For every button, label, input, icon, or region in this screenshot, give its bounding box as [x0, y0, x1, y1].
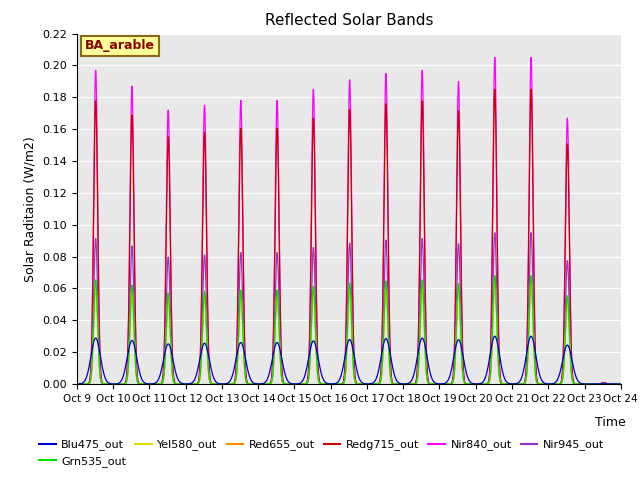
- Text: BA_arable: BA_arable: [85, 39, 155, 52]
- Title: Reflected Solar Bands: Reflected Solar Bands: [264, 13, 433, 28]
- Text: Time: Time: [595, 416, 626, 429]
- Y-axis label: Solar Raditaion (W/m2): Solar Raditaion (W/m2): [24, 136, 36, 282]
- Legend: Blu475_out, Grn535_out, Yel580_out, Red655_out, Redg715_out, Nir840_out, Nir945_: Blu475_out, Grn535_out, Yel580_out, Red6…: [35, 435, 609, 471]
